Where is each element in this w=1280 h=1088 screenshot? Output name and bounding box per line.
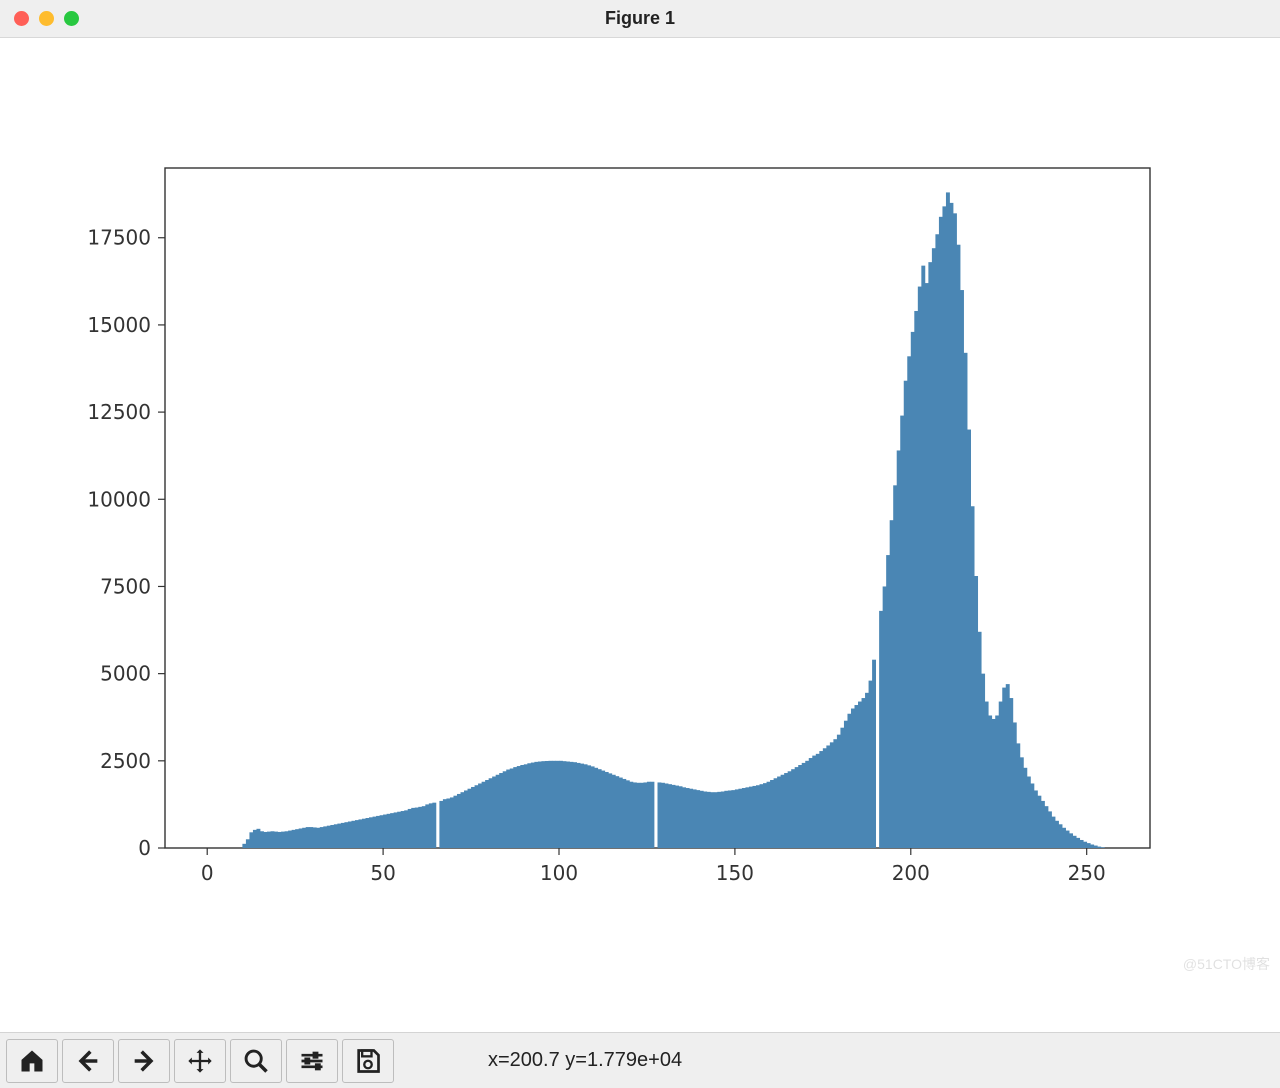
minimize-icon[interactable] [39,11,54,26]
cursor-coordinates: x=200.7 y=1.779e+04 [488,1049,682,1072]
zoom-icon [242,1047,270,1075]
configure-button[interactable] [286,1039,338,1083]
svg-text:50: 50 [370,861,395,885]
svg-text:100: 100 [540,861,578,885]
svg-text:15000: 15000 [87,313,151,337]
svg-text:150: 150 [716,861,754,885]
svg-text:7500: 7500 [100,574,151,598]
sliders-icon [298,1047,326,1075]
save-button[interactable] [342,1039,394,1083]
traffic-lights [14,11,79,26]
window-titlebar: Figure 1 [0,0,1280,38]
svg-text:2500: 2500 [100,749,151,773]
move-icon [186,1047,214,1075]
back-button[interactable] [62,1039,114,1083]
arrow-right-icon [130,1047,158,1075]
svg-text:200: 200 [892,861,930,885]
svg-text:0: 0 [201,861,214,885]
plot-area: 0501001502002500250050007500100001250015… [0,38,1280,1032]
save-icon [354,1047,382,1075]
arrow-left-icon [74,1047,102,1075]
svg-text:250: 250 [1068,861,1106,885]
pan-button[interactable] [174,1039,226,1083]
svg-text:0: 0 [138,836,151,860]
home-button[interactable] [6,1039,58,1083]
home-icon [18,1047,46,1075]
maximize-icon[interactable] [64,11,79,26]
svg-text:10000: 10000 [87,487,151,511]
close-icon[interactable] [14,11,29,26]
svg-text:17500: 17500 [87,226,151,250]
window-title: Figure 1 [0,8,1280,29]
matplotlib-toolbar: x=200.7 y=1.779e+04 [0,1032,1280,1088]
svg-text:5000: 5000 [100,662,151,686]
svg-text:12500: 12500 [87,400,151,424]
zoom-button[interactable] [230,1039,282,1083]
histogram-chart: 0501001502002500250050007500100001250015… [0,38,1280,1032]
forward-button[interactable] [118,1039,170,1083]
